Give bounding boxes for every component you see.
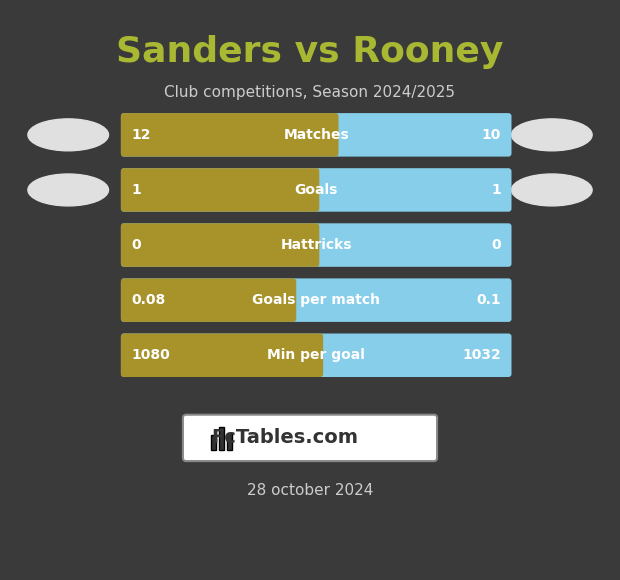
- Text: Hattricks: Hattricks: [280, 238, 352, 252]
- Text: Goals: Goals: [294, 183, 338, 197]
- Text: 0.1: 0.1: [476, 293, 501, 307]
- Text: 1080: 1080: [131, 348, 170, 362]
- FancyBboxPatch shape: [219, 427, 224, 450]
- Text: 0: 0: [131, 238, 141, 252]
- FancyBboxPatch shape: [211, 435, 216, 450]
- Text: Club competitions, Season 2024/2025: Club competitions, Season 2024/2025: [164, 85, 456, 100]
- FancyBboxPatch shape: [183, 415, 437, 461]
- Ellipse shape: [512, 174, 592, 206]
- Text: Min per goal: Min per goal: [267, 348, 365, 362]
- FancyBboxPatch shape: [121, 113, 339, 157]
- FancyBboxPatch shape: [121, 334, 511, 377]
- FancyBboxPatch shape: [121, 168, 319, 212]
- Ellipse shape: [28, 174, 108, 206]
- Text: 1: 1: [131, 183, 141, 197]
- Text: Matches: Matches: [283, 128, 349, 142]
- Ellipse shape: [28, 119, 108, 151]
- FancyBboxPatch shape: [121, 278, 511, 322]
- FancyBboxPatch shape: [121, 113, 511, 157]
- Text: 10: 10: [482, 128, 501, 142]
- Text: FcTables.com: FcTables.com: [211, 429, 359, 447]
- Text: 1032: 1032: [462, 348, 501, 362]
- Text: 0.08: 0.08: [131, 293, 166, 307]
- Text: 1: 1: [491, 183, 501, 197]
- Text: 0: 0: [491, 238, 501, 252]
- FancyBboxPatch shape: [121, 334, 323, 377]
- FancyBboxPatch shape: [121, 223, 319, 267]
- FancyBboxPatch shape: [121, 168, 511, 212]
- Text: Goals per match: Goals per match: [252, 293, 380, 307]
- FancyBboxPatch shape: [121, 278, 296, 322]
- Ellipse shape: [512, 119, 592, 151]
- FancyBboxPatch shape: [227, 433, 232, 450]
- FancyBboxPatch shape: [121, 223, 511, 267]
- Text: 12: 12: [131, 128, 151, 142]
- Text: Sanders vs Rooney: Sanders vs Rooney: [117, 35, 503, 69]
- Text: 28 october 2024: 28 october 2024: [247, 483, 373, 498]
